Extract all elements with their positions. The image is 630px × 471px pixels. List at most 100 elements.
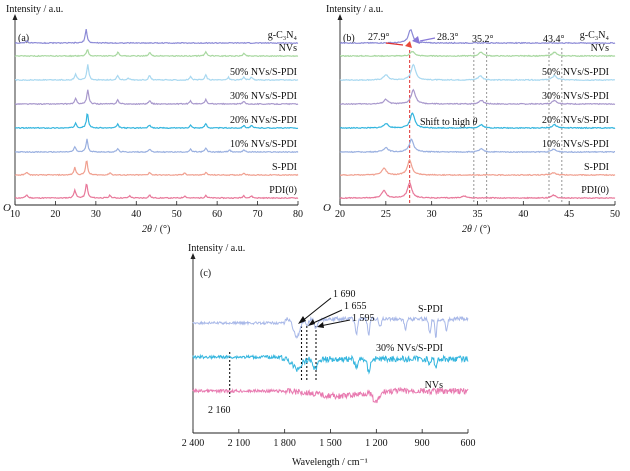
shift-annotation: Shift to high θ [420,117,478,128]
shift-annotation-symbol: θ [473,117,478,128]
b-tick-label-40: 40 [518,209,528,220]
c-series-label-nvs: NVs [425,380,443,391]
c-tick-label-600: 600 [461,438,476,449]
marker-35-label: 35.2° [472,34,494,45]
panel-b-series-labels: PDI(0) S-PDI 10% NVs/S-PDI 20% NVs/S-PDI 30%… [542,30,609,196]
a-tick-label-50: 50 [172,209,182,220]
panel-c-label: (c) [200,268,211,279]
a-tick-label-60: 60 [212,209,222,220]
band-1655-label: 1 655 [344,301,367,312]
a-series-s-pdi [14,160,299,177]
a-tick-label-20: 20 [50,209,60,220]
b-tick-label-50: 50 [610,209,620,220]
a-series-label-nvs: NVs [279,43,297,54]
b-series-10-nvs-s-pdi [339,138,615,154]
a-series-label-pdi-0: PDI(0) [269,185,297,196]
panel-c-band-guides [229,326,317,397]
peak-right-arrow [419,37,436,42]
c-series-label-30-nvs-s-pdi: 30% NVs/S-PDI [376,343,443,354]
peak-left-label: 27.9° [368,32,390,43]
panel-b-y-arrow [337,14,343,20]
a-tick-label-40: 40 [131,209,141,220]
a-series-20-nvs-s-pdi [14,113,299,130]
panel-c-xlabel: Wavelength / cm⁻¹ [292,457,368,468]
panel-a-series-labels: PDI(0) S-PDI 10% NVs/S-PDI 20% NVs/S-PDI 30%… [230,30,297,196]
c-tick-label-1500: 1 500 [319,438,342,449]
panel-a: Intensity / a.u. O (a) 10 20 30 40 50 60 70 80 … [3,4,303,235]
b-series-pdi-0 [339,181,616,200]
a-tick-label-80: 80 [293,209,303,220]
band-1690-label: 1 690 [333,289,356,300]
c-tick-label-2400: 2 400 [182,438,205,449]
b-tick-label-35: 35 [473,209,483,220]
b-tick-label-45: 45 [564,209,574,220]
panel-a-x-ticks: 10 20 30 40 50 60 70 80 [10,201,303,220]
panel-b-ylabel: Intensity / a.u. [326,4,383,15]
a-series-label-50-nvs-s-pdi: 50% NVs/S-PDI [230,67,297,78]
band-2160-label: 2 160 [208,405,231,416]
panel-b-origin: O [323,202,331,214]
panel-a-y-arrow [12,14,18,20]
b-series-label-20-nvs-s-pdi: 20% NVs/S-PDI [542,115,609,126]
b-series-label-50-nvs-s-pdi: 50% NVs/S-PDI [542,67,609,78]
b-series-30-nvs-s-pdi [339,88,616,106]
peak-left-arrow [385,42,404,46]
marker-43-label: 43.4° [543,34,565,45]
c-series-nvs [192,386,469,404]
panel-b-label: (b) [343,33,355,44]
panel-b-xlabel-unit: / (°) [472,224,490,235]
a-series-label-g-c-n: g-C₃N₄ [268,30,298,41]
c-tick-label-900: 900 [415,438,430,449]
c-tick-label-1200: 1 200 [365,438,388,449]
c-tick-label-1800: 1 800 [273,438,296,449]
b-series-g-c-n [339,29,616,45]
b-series-nvs [340,50,616,58]
panel-a-xlabel-unit: / (°) [152,224,170,235]
a-series-10-nvs-s-pdi [15,138,299,154]
a-tick-label-10: 10 [10,209,20,220]
b-series-label-10-nvs-s-pdi: 10% NVs/S-PDI [542,139,609,150]
a-series-label-10-nvs-s-pdi: 10% NVs/S-PDI [230,139,297,150]
a-series-30-nvs-s-pdi [14,89,299,106]
a-series-50-nvs-s-pdi [15,64,299,82]
panel-a-label: (a) [18,33,29,44]
panel-c-series: NVs 30% NVs/S-PDI S-PDI [192,304,469,404]
panel-b-series [339,29,616,200]
b-series-20-nvs-s-pdi [339,112,616,130]
panel-c-y-arrow [190,253,196,259]
a-series-pdi-0 [14,183,299,200]
b-series-label-s-pdi: S-PDI [584,162,609,173]
panel-b-xlabel: 2θ / (°) [462,224,490,235]
a-series-label-30-nvs-s-pdi: 30% NVs/S-PDI [230,91,297,102]
peak-left-marker [405,41,412,48]
b-series-50-nvs-s-pdi [339,63,615,82]
c-series-s-pdi [192,315,469,339]
band-1595-label: 1 595 [352,313,375,324]
a-tick-label-30: 30 [91,209,101,220]
a-series-nvs [14,49,299,58]
b-series-label-nvs: NVs [591,43,609,54]
b-tick-label-30: 30 [427,209,437,220]
b-tick-label-25: 25 [381,209,391,220]
panel-b-xlabel-symbol: 2θ [462,224,472,235]
b-series-s-pdi [340,158,616,177]
b-series-label-g-c-n: g-C₃N₄ [580,30,610,41]
panel-a-xlabel: 2θ / (°) [142,224,170,235]
b-series-label-30-nvs-s-pdi: 30% NVs/S-PDI [542,91,609,102]
a-series-label-s-pdi: S-PDI [272,162,297,173]
shift-annotation-text: Shift to high [420,117,473,128]
panel-b: Intensity / a.u. O (b) 20 25 30 35 40 45 50 PD… [323,4,620,235]
panel-a-series [14,28,299,200]
panel-c-x-ticks: 2 400 2 100 1 800 1 500 1 200 900 600 [182,429,476,449]
c-series-30-nvs-s-pdi [192,353,469,375]
band-1690-arrow [300,297,332,323]
panel-c-ylabel: Intensity / a.u. [188,243,245,254]
peak-right-marker [412,36,420,44]
b-series-label-pdi-0: PDI(0) [581,185,609,196]
a-series-g-c-n [14,28,299,45]
a-tick-label-70: 70 [253,209,263,220]
band-1655-arrow [310,309,343,325]
band-1690-arrowhead [298,316,306,324]
panel-a-origin: O [3,202,11,214]
